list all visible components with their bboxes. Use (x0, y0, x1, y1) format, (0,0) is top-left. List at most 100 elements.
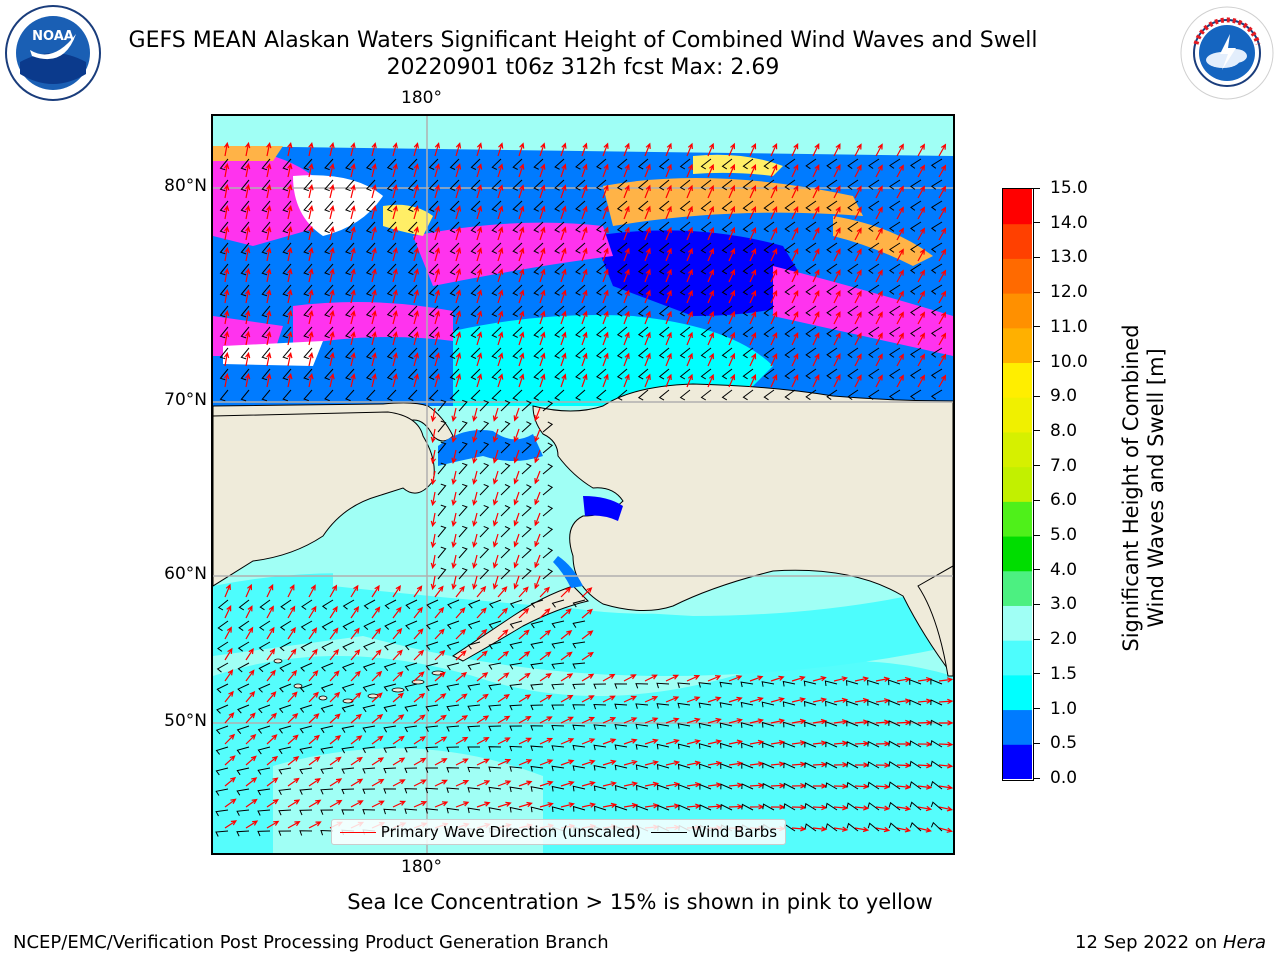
wind-barb (428, 158, 439, 170)
wind-barb (741, 742, 754, 749)
wind-barb (637, 347, 649, 359)
wave-direction-arrow (791, 290, 799, 304)
wave-direction-arrow (451, 512, 457, 528)
wind-barb (847, 158, 859, 170)
wave-direction-arrow (539, 373, 546, 388)
wind-barb (572, 599, 586, 608)
wind-barb (404, 808, 418, 814)
wave-direction-arrow (539, 226, 546, 241)
wave-direction-arrow (539, 673, 552, 682)
wave-direction-arrow (896, 353, 904, 367)
wave-direction-arrow (581, 716, 596, 724)
wind-barb (825, 741, 838, 748)
wave-direction-arrow (350, 373, 356, 388)
wind-barb (847, 284, 859, 296)
wave-direction-arrow (707, 163, 714, 178)
wave-direction-arrow (287, 605, 296, 619)
wind-barb (491, 389, 502, 401)
wave-direction-arrow (707, 205, 714, 220)
wave-direction-arrow (833, 248, 841, 262)
wave-direction-arrow (413, 331, 419, 346)
wind-barb (470, 242, 481, 254)
wind-barb (930, 179, 943, 190)
wind-barb (910, 179, 922, 190)
wave-direction-arrow (308, 225, 314, 241)
wave-direction-arrow (812, 143, 820, 157)
wind-barb (700, 242, 712, 254)
wave-direction-arrow (350, 226, 356, 241)
wind-barb (867, 822, 880, 832)
wave-direction-arrow (266, 246, 272, 262)
wind-barb (888, 679, 901, 686)
wind-barb (345, 368, 355, 381)
wave-direction-arrow (896, 164, 904, 178)
wave-direction-arrow (434, 352, 440, 367)
wind-barb (467, 662, 481, 671)
colorbar-bin (1003, 536, 1032, 572)
wave-direction-arrow (266, 225, 272, 241)
wind-barb (542, 526, 554, 538)
wave-direction-arrow (602, 184, 609, 199)
wind-barb (720, 763, 733, 769)
wind-barb (635, 764, 649, 771)
wave-direction-arrow (791, 675, 806, 682)
wind-barb (324, 368, 334, 381)
wave-direction-arrow (875, 353, 883, 367)
wave-direction-arrow (266, 755, 279, 766)
wave-direction-arrow (287, 225, 293, 241)
wave-direction-arrow (350, 331, 356, 346)
wind-barb (845, 680, 859, 686)
wave-direction-arrow (623, 205, 630, 220)
wind-barb (219, 305, 229, 318)
wind-barb (679, 284, 691, 296)
wave-direction-arrow (371, 205, 377, 220)
wave-direction-arrow (434, 714, 447, 724)
wind-barb (237, 641, 250, 652)
wind-barb (449, 263, 460, 275)
wind-barb (449, 242, 460, 254)
wave-direction-arrow (749, 205, 757, 220)
wind-barb (533, 179, 544, 191)
wind-barb (637, 305, 649, 317)
wave-direction-arrow (534, 575, 541, 590)
wind-barb (542, 547, 554, 559)
wave-direction-arrow (707, 247, 714, 262)
wind-barb (449, 347, 460, 359)
wave-direction-arrow (392, 331, 398, 346)
wave-direction-arrow (413, 671, 425, 682)
wave-direction-arrow (476, 737, 490, 745)
wave-direction-arrow (938, 763, 953, 769)
wave-direction-arrow (455, 247, 462, 262)
wave-direction-arrow (875, 332, 883, 346)
wave-direction-arrow (644, 310, 651, 325)
wave-direction-arrow (476, 289, 483, 304)
wave-direction-arrow (476, 331, 483, 346)
wave-direction-arrow (938, 311, 947, 325)
wind-barb (320, 725, 334, 734)
wave-direction-arrow (518, 737, 532, 745)
wave-direction-arrow (266, 183, 272, 199)
wind-barb (278, 725, 292, 734)
wind-barb (384, 599, 397, 610)
wind-barb (299, 767, 313, 775)
wave-direction-arrow (518, 586, 529, 598)
wave-direction-arrow (896, 185, 904, 199)
wave-direction-arrow (896, 290, 904, 304)
wave-direction-arrow (266, 734, 278, 745)
wind-barb (596, 326, 607, 338)
wind-barb (362, 809, 376, 815)
wave-direction-arrow (749, 718, 764, 724)
wave-direction-arrow (644, 331, 651, 346)
wind-barb (637, 200, 649, 212)
wave-direction-arrow (581, 142, 588, 157)
wind-barb (342, 599, 355, 610)
wave-direction-arrow (266, 648, 276, 661)
wind-barb (909, 740, 922, 748)
wind-barb (910, 263, 922, 274)
wave-direction-arrow (665, 163, 672, 178)
wind-barb (320, 767, 334, 775)
wind-barb (698, 702, 712, 709)
wave-direction-arrow (430, 491, 437, 507)
wind-barb (238, 599, 250, 611)
wave-direction-arrow (245, 669, 255, 682)
